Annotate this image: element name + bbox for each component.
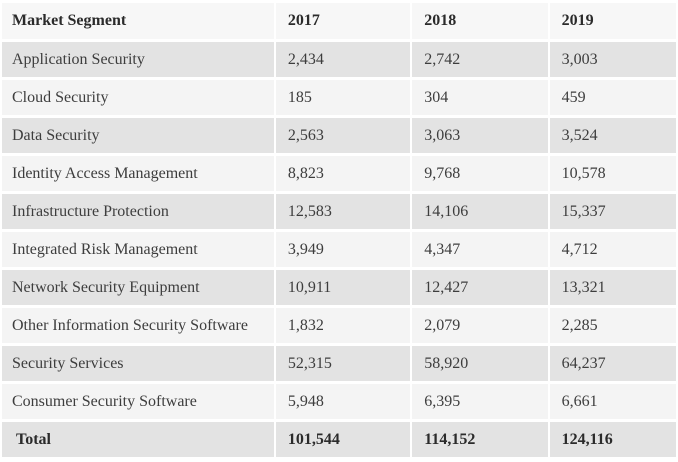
segment-cell: Application Security [2, 42, 274, 77]
value-cell-2019: 64,237 [549, 346, 676, 381]
segment-cell: Identity Access Management [2, 156, 274, 191]
column-header-2019: 2019 [549, 3, 676, 39]
table-row-identity-access-management: Identity Access Management 8,823 9,768 1… [2, 156, 676, 191]
table-row-total: Total 101,544 114,152 124,116 [2, 422, 676, 457]
value-cell-2019: 4,712 [549, 232, 676, 267]
table-row-other-information-security-software: Other Information Security Software 1,83… [2, 308, 676, 343]
segment-cell: Infrastructure Protection [2, 194, 274, 229]
table-row-security-services: Security Services 52,315 58,920 64,237 [2, 346, 676, 381]
table-row-data-security: Data Security 2,563 3,063 3,524 [2, 118, 676, 153]
value-cell-2017: 185 [275, 80, 411, 115]
value-cell-2019: 3,003 [549, 42, 676, 77]
value-cell-2017: 52,315 [275, 346, 411, 381]
value-cell-2017: 5,948 [275, 384, 411, 419]
table-body: Application Security 2,434 2,742 3,003 C… [2, 42, 676, 457]
value-cell-2017: 3,949 [275, 232, 411, 267]
value-cell-2019: 10,578 [549, 156, 676, 191]
value-cell-2017: 2,563 [275, 118, 411, 153]
value-cell-2018: 12,427 [412, 270, 548, 305]
table-row-consumer-security-software: Consumer Security Software 5,948 6,395 6… [2, 384, 676, 419]
value-cell-2018: 2,079 [412, 308, 548, 343]
segment-cell: Security Services [2, 346, 274, 381]
value-cell-2019: 2,285 [549, 308, 676, 343]
value-cell-2017: 1,832 [275, 308, 411, 343]
table-row-application-security: Application Security 2,434 2,742 3,003 [2, 42, 676, 77]
segment-cell: Network Security Equipment [2, 270, 274, 305]
value-cell-2017: 12,583 [275, 194, 411, 229]
value-cell-2018: 304 [412, 80, 548, 115]
table-row-network-security-equipment: Network Security Equipment 10,911 12,427… [2, 270, 676, 305]
value-cell-2019: 459 [549, 80, 676, 115]
table-header: Market Segment 2017 2018 2019 [2, 3, 676, 39]
value-cell-2019: 3,524 [549, 118, 676, 153]
total-label: Total [2, 422, 274, 457]
segment-cell: Cloud Security [2, 80, 274, 115]
value-cell-2019: 13,321 [549, 270, 676, 305]
segment-cell: Consumer Security Software [2, 384, 274, 419]
value-cell-2018: 58,920 [412, 346, 548, 381]
value-cell-2017: 8,823 [275, 156, 411, 191]
header-row: Market Segment 2017 2018 2019 [2, 3, 676, 39]
value-cell-2017: 2,434 [275, 42, 411, 77]
value-cell-2018: 2,742 [412, 42, 548, 77]
value-cell-2018: 14,106 [412, 194, 548, 229]
segment-cell: Other Information Security Software [2, 308, 274, 343]
value-cell-2017: 10,911 [275, 270, 411, 305]
column-header-2017: 2017 [275, 3, 411, 39]
segment-cell: Integrated Risk Management [2, 232, 274, 267]
segment-cell: Data Security [2, 118, 274, 153]
table-row-integrated-risk-management: Integrated Risk Management 3,949 4,347 4… [2, 232, 676, 267]
column-header-market-segment: Market Segment [2, 3, 274, 39]
table-row-infrastructure-protection: Infrastructure Protection 12,583 14,106 … [2, 194, 676, 229]
value-cell-2018: 9,768 [412, 156, 548, 191]
value-cell-2018: 3,063 [412, 118, 548, 153]
table-row-cloud-security: Cloud Security 185 304 459 [2, 80, 676, 115]
total-value-2019: 124,116 [549, 422, 676, 457]
total-value-2017: 101,544 [275, 422, 411, 457]
value-cell-2018: 4,347 [412, 232, 548, 267]
value-cell-2019: 15,337 [549, 194, 676, 229]
column-header-2018: 2018 [412, 3, 548, 39]
total-value-2018: 114,152 [412, 422, 548, 457]
value-cell-2019: 6,661 [549, 384, 676, 419]
value-cell-2018: 6,395 [412, 384, 548, 419]
